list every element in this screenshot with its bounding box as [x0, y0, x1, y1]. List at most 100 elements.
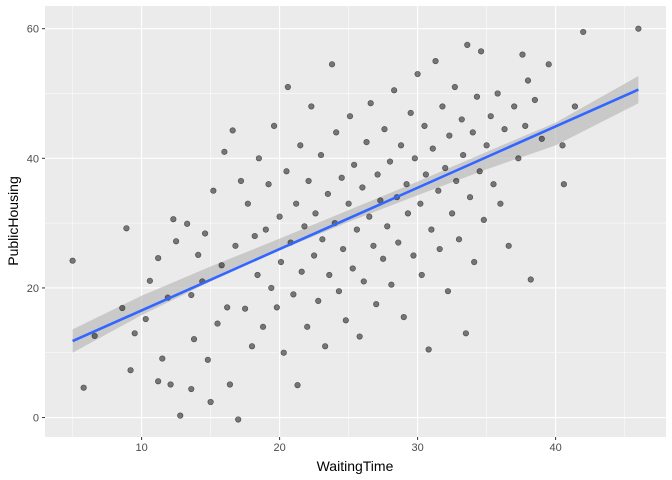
data-point — [159, 355, 166, 362]
data-point — [312, 210, 319, 217]
data-point — [446, 132, 453, 139]
data-point — [571, 103, 579, 110]
data-point — [218, 262, 225, 269]
data-point — [391, 87, 398, 94]
points-layer — [69, 25, 642, 423]
data-point — [311, 252, 318, 259]
data-point — [255, 155, 263, 162]
data-point — [476, 168, 483, 175]
data-point — [501, 126, 508, 133]
data-point — [522, 122, 529, 129]
data-point — [386, 158, 394, 165]
data-point — [374, 171, 381, 178]
data-point — [381, 126, 388, 133]
data-point — [277, 258, 285, 266]
data-point — [293, 200, 300, 207]
data-point — [429, 145, 436, 152]
data-point — [359, 184, 366, 191]
data-point — [466, 194, 474, 201]
data-point — [422, 171, 429, 178]
data-point — [351, 161, 358, 168]
data-point — [388, 281, 395, 288]
data-point — [345, 200, 352, 207]
data-point — [167, 381, 174, 388]
data-point — [210, 187, 217, 194]
data-point — [326, 271, 333, 279]
data-point — [304, 323, 311, 330]
data-point — [404, 210, 412, 217]
data-point — [317, 151, 325, 159]
data-point — [444, 288, 452, 295]
data-point — [119, 304, 126, 312]
grid-layer — [45, 6, 666, 437]
x-tick-label: 30 — [411, 442, 423, 454]
data-point — [259, 323, 267, 330]
data-point — [262, 226, 269, 233]
data-point — [254, 271, 261, 279]
data-point — [490, 181, 497, 188]
data-point — [559, 142, 566, 149]
y-tick-label: 60 — [27, 24, 39, 36]
data-point — [360, 278, 367, 285]
data-point — [349, 265, 356, 272]
data-point — [338, 174, 345, 181]
data-point — [428, 226, 435, 233]
data-point — [425, 346, 432, 353]
data-point — [142, 315, 149, 323]
data-point — [251, 232, 258, 240]
data-point — [170, 216, 177, 223]
data-point — [403, 181, 410, 188]
y-tick-label: 40 — [27, 153, 39, 165]
data-point — [410, 252, 417, 259]
data-point — [397, 142, 405, 149]
data-point — [373, 301, 380, 308]
y-tick-label: 0 — [33, 413, 39, 425]
data-point — [308, 103, 315, 110]
data-point — [69, 257, 76, 264]
data-point — [531, 96, 539, 104]
data-point — [480, 216, 487, 223]
trend-line-layer — [72, 88, 639, 343]
x-tick-label: 20 — [273, 442, 285, 454]
data-point — [184, 220, 191, 227]
data-point — [80, 384, 87, 391]
data-point — [524, 77, 532, 84]
data-point — [248, 343, 256, 350]
data-point — [270, 122, 278, 129]
data-point — [442, 164, 449, 172]
data-point — [188, 385, 195, 393]
data-point — [322, 343, 329, 350]
data-point — [471, 258, 478, 266]
data-point — [188, 291, 195, 299]
data-point — [224, 304, 231, 311]
data-point — [436, 245, 443, 253]
data-point — [214, 320, 221, 327]
data-point — [370, 242, 377, 249]
data-point — [244, 200, 251, 207]
data-point — [367, 100, 374, 107]
data-point — [280, 349, 287, 356]
data-point — [204, 356, 211, 363]
data-point — [301, 223, 308, 230]
data-point — [235, 416, 242, 423]
data-point — [505, 242, 512, 249]
data-point — [400, 314, 407, 321]
data-point — [455, 236, 463, 243]
data-point — [268, 284, 275, 292]
data-point — [519, 51, 526, 58]
data-point — [380, 255, 387, 262]
data-point — [315, 297, 322, 304]
data-point — [418, 271, 425, 279]
data-point — [527, 276, 534, 283]
data-point — [635, 25, 642, 32]
data-point — [483, 142, 490, 149]
data-point — [273, 304, 280, 311]
data-point — [190, 336, 198, 343]
data-point — [545, 61, 552, 68]
data-point — [366, 213, 373, 220]
data-point — [335, 288, 343, 295]
data-point — [363, 139, 370, 146]
data-point — [494, 90, 501, 97]
data-point — [290, 291, 297, 298]
